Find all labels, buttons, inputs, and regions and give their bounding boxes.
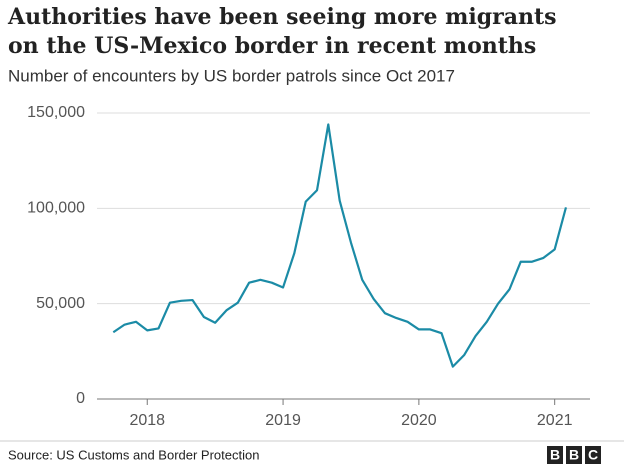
chart-subtitle: Number of encounters by US border patrol…	[8, 66, 455, 85]
source: Source: US Customs and Border Protection	[8, 447, 259, 462]
y-tick-label: 150,000	[27, 104, 85, 121]
data-line	[112, 123, 568, 368]
chart-title: on the US-Mexico border in recent months	[8, 33, 536, 59]
x-tick-label: 2019	[265, 412, 301, 429]
logo-letter: B	[550, 447, 560, 463]
chart-title: Authorities have been seeing more migran…	[7, 4, 557, 30]
y-tick-label: 50,000	[36, 295, 85, 312]
y-tick-label: 0	[76, 390, 85, 407]
y-tick-label: 100,000	[27, 200, 85, 217]
logo-letter: B	[569, 447, 579, 463]
x-tick-label: 2018	[129, 412, 165, 429]
x-tick-label: 2021	[537, 412, 573, 429]
logo-letter: C	[588, 447, 598, 463]
x-tick-label: 2020	[401, 412, 437, 429]
